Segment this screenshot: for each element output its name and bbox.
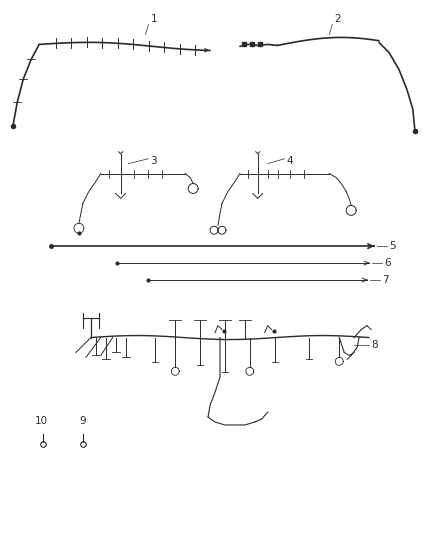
Text: 1: 1 <box>150 13 157 23</box>
Text: 7: 7 <box>382 275 389 285</box>
Text: 2: 2 <box>334 13 341 23</box>
Text: 3: 3 <box>150 156 157 166</box>
Text: 10: 10 <box>35 416 48 426</box>
Text: 9: 9 <box>79 416 85 426</box>
Text: 5: 5 <box>389 241 396 251</box>
Text: 4: 4 <box>286 156 293 166</box>
Text: 8: 8 <box>371 341 378 351</box>
Text: 6: 6 <box>384 258 391 268</box>
